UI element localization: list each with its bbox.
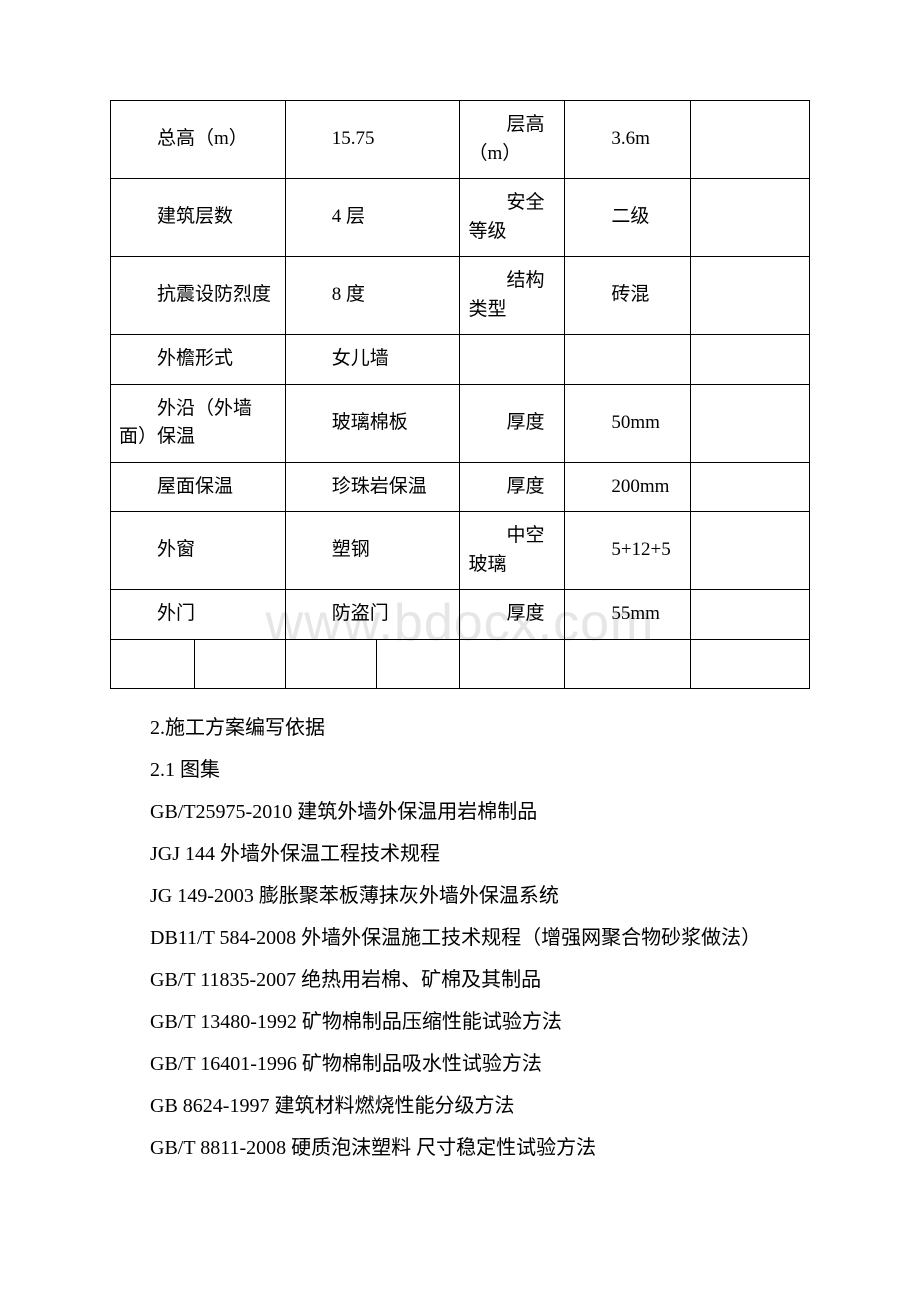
cell-value: 3.6m [565,101,691,179]
cell-empty [691,179,810,257]
table-row: 屋面保温 珍珠岩保温 厚度 200mm [111,462,810,512]
document-content: 总高（m） 15.75 层高（m） 3.6m 建筑层数 4 层 安全等级 二级 … [110,100,810,1163]
table-row: 外门 防盗门 厚度 55mm [111,590,810,640]
cell-label: 外门 [111,590,286,640]
cell-empty [691,335,810,385]
cell-empty [691,101,810,179]
cell-value: 砖混 [565,257,691,335]
cell-empty [691,512,810,590]
cell-label: 厚度 [460,590,565,640]
reference-item: JGJ 144 外墙外保温工程技术规程 [110,839,810,869]
cell-value: 8 度 [285,257,460,335]
cell-value: 50mm [565,384,691,462]
cell-value: 珍珠岩保温 [285,462,460,512]
cell-empty [376,639,460,689]
cell-label: 外沿（外墙面）保温 [111,384,286,462]
cell-value: 55mm [565,590,691,640]
section-heading: 2.施工方案编写依据 [110,713,810,743]
reference-item: DB11/T 584-2008 外墙外保温施工技术规程（增强网聚合物砂浆做法） [110,923,810,953]
table-row-empty [111,639,810,689]
cell-label: 总高（m） [111,101,286,179]
cell-label: 厚度 [460,384,565,462]
cell-empty [565,639,691,689]
cell-empty [691,257,810,335]
table-row: 外檐形式 女儿墙 [111,335,810,385]
reference-item: JG 149-2003 膨胀聚苯板薄抹灰外墙外保温系统 [110,881,810,911]
cell-label: 屋面保温 [111,462,286,512]
cell-label: 中空玻璃 [460,512,565,590]
cell-empty [285,639,376,689]
cell-value: 二级 [565,179,691,257]
table-row: 抗震设防烈度 8 度 结构类型 砖混 [111,257,810,335]
cell-label [460,335,565,385]
reference-item: GB/T 11835-2007 绝热用岩棉、矿棉及其制品 [110,965,810,995]
reference-item: GB 8624-1997 建筑材料燃烧性能分级方法 [110,1091,810,1121]
cell-label: 抗震设防烈度 [111,257,286,335]
table-row: 外沿（外墙面）保温 玻璃棉板 厚度 50mm [111,384,810,462]
cell-value: 200mm [565,462,691,512]
cell-value: 4 层 [285,179,460,257]
table-row: 总高（m） 15.75 层高（m） 3.6m [111,101,810,179]
table-row: 建筑层数 4 层 安全等级 二级 [111,179,810,257]
cell-label: 外檐形式 [111,335,286,385]
table-row: 外窗 塑钢 中空玻璃 5+12+5 [111,512,810,590]
subsection-heading: 2.1 图集 [110,755,810,785]
cell-value: 5+12+5 [565,512,691,590]
cell-value: 女儿墙 [285,335,460,385]
cell-label: 外窗 [111,512,286,590]
cell-label: 安全等级 [460,179,565,257]
reference-item: GB/T25975-2010 建筑外墙外保温用岩棉制品 [110,797,810,827]
cell-empty [691,639,810,689]
cell-value: 玻璃棉板 [285,384,460,462]
cell-label: 建筑层数 [111,179,286,257]
cell-empty [691,590,810,640]
cell-empty [111,639,195,689]
cell-empty [691,462,810,512]
cell-label: 厚度 [460,462,565,512]
cell-empty [691,384,810,462]
reference-item: GB/T 16401-1996 矿物棉制品吸水性试验方法 [110,1049,810,1079]
cell-label: 结构类型 [460,257,565,335]
reference-item: GB/T 8811-2008 硬质泡沫塑料 尺寸稳定性试验方法 [110,1133,810,1163]
cell-label: 层高（m） [460,101,565,179]
cell-empty [194,639,285,689]
cell-value: 防盗门 [285,590,460,640]
cell-value: 15.75 [285,101,460,179]
reference-item: GB/T 13480-1992 矿物棉制品压缩性能试验方法 [110,1007,810,1037]
cell-empty [460,639,565,689]
cell-value: 塑钢 [285,512,460,590]
specs-table: 总高（m） 15.75 层高（m） 3.6m 建筑层数 4 层 安全等级 二级 … [110,100,810,689]
cell-value [565,335,691,385]
